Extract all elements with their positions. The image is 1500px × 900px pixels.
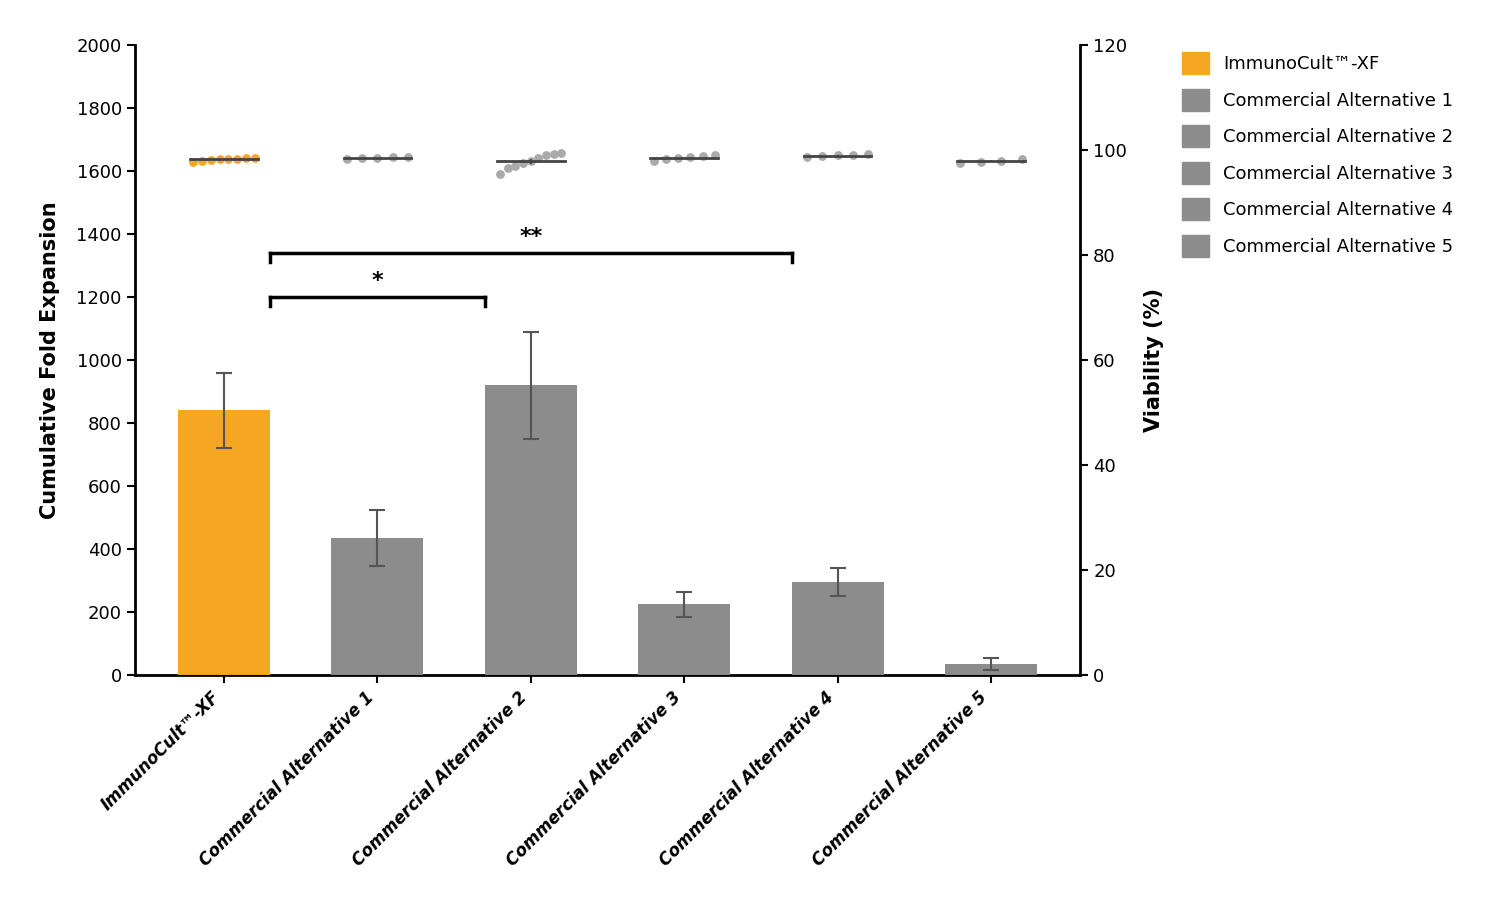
Text: *: * [372, 271, 382, 292]
Point [534, 148, 558, 162]
Bar [332, 538, 423, 675]
Point [334, 152, 358, 166]
Legend: ImmunoCult™-XF, Commercial Alternative 1, Commercial Alternative 2, Commercial A: ImmunoCult™-XF, Commercial Alternative 1… [1174, 45, 1461, 264]
Bar [178, 410, 270, 675]
Point [1010, 152, 1034, 166]
Point [207, 152, 231, 166]
Point [678, 150, 702, 165]
Point [190, 153, 214, 167]
Point [856, 147, 880, 161]
Point [842, 148, 866, 162]
Point [549, 146, 573, 160]
Point [182, 155, 206, 169]
Point [488, 166, 512, 181]
Point [512, 156, 536, 170]
Bar [484, 385, 578, 675]
Point [519, 153, 543, 167]
Y-axis label: Viability (%): Viability (%) [1144, 288, 1164, 432]
Point [969, 155, 993, 169]
Bar [792, 582, 883, 675]
Point [396, 149, 420, 164]
Point [666, 151, 690, 166]
Point [690, 149, 714, 164]
Text: **: ** [519, 227, 543, 248]
Point [350, 151, 374, 166]
Point [225, 152, 249, 166]
Y-axis label: Cumulative Fold Expansion: Cumulative Fold Expansion [40, 202, 60, 518]
Point [948, 156, 972, 170]
Point [504, 158, 528, 173]
Point [526, 150, 550, 165]
Bar [638, 604, 730, 675]
Point [810, 149, 834, 164]
Point [990, 153, 1014, 167]
Point [234, 151, 258, 166]
Point [542, 147, 566, 161]
Point [704, 148, 728, 162]
Point [795, 150, 819, 165]
Point [381, 150, 405, 165]
Bar [945, 664, 1036, 675]
Point [825, 148, 849, 162]
Point [654, 152, 678, 166]
Point [243, 150, 267, 165]
Point [366, 150, 390, 165]
Point [642, 153, 666, 167]
Point [216, 152, 240, 166]
Point [496, 161, 520, 176]
Point [200, 153, 223, 167]
